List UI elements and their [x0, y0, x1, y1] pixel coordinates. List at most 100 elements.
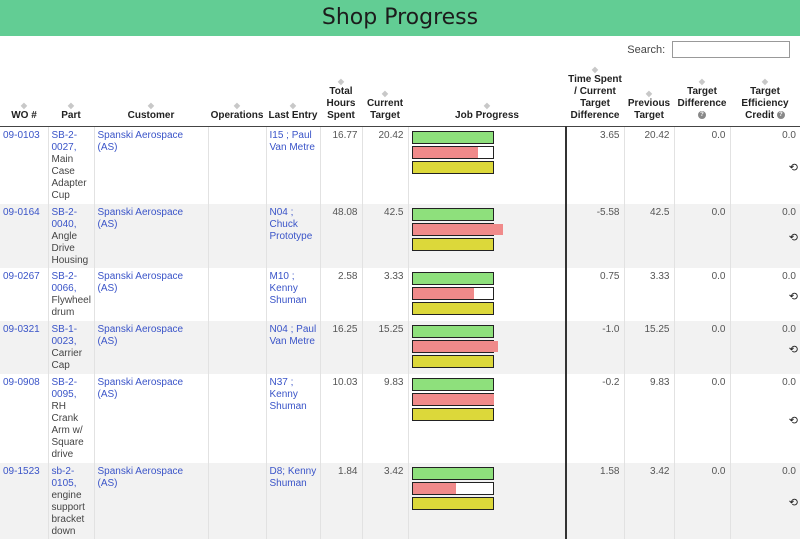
progress-bar-yellow — [411, 302, 494, 315]
current-target-value: 9.83 — [384, 377, 404, 388]
table-row: 09-0164 SB-2-0040, Angle Drive Housing Span… — [0, 204, 800, 268]
sort-arrows-icon: ◆ — [591, 64, 599, 74]
col-header-operations[interactable]: ◆ Operations — [208, 62, 266, 127]
table-row: 09-0103 SB-2-0027, Main Case Adapter Cup Sp… — [0, 126, 800, 204]
part-description: engine support bracket down — [51, 490, 85, 537]
history-icon[interactable]: ⟲ — [788, 291, 798, 303]
search-box: Search: — [627, 41, 790, 59]
part-description: Angle Drive Housing — [51, 231, 89, 266]
progress-bar-green — [411, 467, 494, 480]
time-spent-diff-value: 3.65 — [600, 129, 620, 141]
progress-bar-red — [411, 482, 494, 495]
previous-target-value: 3.42 — [650, 466, 670, 477]
table-body: 09-0103 SB-2-0027, Main Case Adapter Cup Sp… — [0, 126, 800, 539]
target-difference-value: 0.0 — [711, 466, 726, 477]
search-input[interactable] — [672, 41, 790, 58]
wo-link[interactable]: 09-0103 — [3, 129, 40, 141]
target-efficiency-value: 0.0 — [782, 271, 796, 282]
job-progress-bars — [411, 324, 512, 368]
wo-link[interactable]: 09-0908 — [3, 377, 40, 388]
part-number-link[interactable]: SB-2-0095, — [51, 377, 78, 400]
wo-link[interactable]: 09-0164 — [3, 207, 40, 218]
last-entry-link[interactable]: D8; Kenny Shuman — [269, 466, 317, 489]
col-header-target-efficiency[interactable]: ◆ Target Efficiency Credit ? — [730, 62, 800, 127]
time-spent-diff-value: 1.58 — [600, 466, 620, 477]
progress-bar-green — [411, 378, 494, 391]
part-number-link[interactable]: sb-2-0105, — [51, 466, 77, 489]
part-number-link[interactable]: SB-1-0023, — [51, 324, 78, 347]
job-progress-bars — [411, 271, 512, 315]
col-header-total-hours[interactable]: ◆ Total Hours Spent — [320, 62, 362, 127]
page-title: Shop Progress — [0, 0, 800, 36]
sort-arrows-icon: ◆ — [483, 100, 491, 110]
target-difference-value: 0.0 — [711, 377, 726, 388]
history-icon[interactable]: ⟲ — [788, 497, 798, 509]
part-number-link[interactable]: SB-2-0027, — [51, 129, 78, 153]
col-header-last-entry[interactable]: ◆ Last Entry — [266, 62, 320, 127]
target-difference-value: 0.0 — [711, 324, 726, 335]
history-icon[interactable]: ⟲ — [788, 232, 798, 244]
col-header-previous-target[interactable]: ◆ Previous Target — [624, 62, 674, 127]
job-progress-bars — [411, 377, 512, 421]
job-progress-bars — [411, 466, 512, 510]
last-entry-link[interactable]: N04 ; Chuck Prototype — [269, 207, 313, 242]
part-description: Main Case Adapter Cup — [51, 153, 87, 201]
job-progress-bars — [411, 207, 512, 251]
current-target-value: 3.33 — [384, 271, 404, 282]
current-target-value: 20.42 — [378, 129, 404, 141]
part-description: Carrier Cap — [51, 348, 83, 371]
total-hours-value: 16.25 — [332, 324, 358, 335]
history-icon[interactable]: ⟲ — [788, 415, 798, 427]
wo-link[interactable]: 09-0267 — [3, 271, 40, 282]
previous-target-value: 15.25 — [644, 324, 670, 335]
total-hours-value: 16.77 — [332, 129, 358, 141]
progress-bar-green — [411, 272, 494, 285]
time-spent-diff-value: -5.58 — [596, 207, 620, 218]
customer-link[interactable]: Spanski Aerospace (AS) — [97, 324, 184, 347]
last-entry-link[interactable]: I15 ; Paul Van Metre — [269, 129, 315, 153]
progress-bar-green — [411, 208, 494, 221]
history-icon[interactable]: ⟲ — [788, 344, 798, 356]
progress-bar-yellow — [411, 160, 494, 174]
col-header-part[interactable]: ◆ Part — [48, 62, 94, 127]
progress-bar-red — [411, 287, 494, 300]
previous-target-value: 3.33 — [650, 271, 670, 282]
last-entry-link[interactable]: M10 ; Kenny Shuman — [269, 271, 307, 306]
customer-link[interactable]: Spanski Aerospace (AS) — [97, 271, 184, 294]
col-header-current-target[interactable]: ◆ Current Target — [362, 62, 408, 127]
sort-arrows-icon: ◆ — [289, 100, 297, 110]
col-header-customer[interactable]: ◆ Customer — [94, 62, 208, 127]
previous-target-value: 42.5 — [650, 207, 670, 218]
col-header-wo[interactable]: ◆ WO # — [0, 62, 48, 127]
customer-link[interactable]: Spanski Aerospace (AS) — [97, 377, 184, 400]
sort-arrows-icon: ◆ — [761, 76, 769, 86]
wo-link[interactable]: 09-0321 — [3, 324, 40, 335]
time-spent-diff-value: -1.0 — [602, 324, 620, 335]
customer-link[interactable]: Spanski Aerospace (AS) — [97, 207, 184, 230]
target-difference-value: 0.0 — [711, 129, 726, 141]
col-header-target-difference[interactable]: ◆ Target Difference ? — [674, 62, 730, 127]
col-header-job-progress[interactable]: ◆ Job Progress — [408, 62, 566, 127]
customer-link[interactable]: Spanski Aerospace (AS) — [97, 466, 184, 489]
progress-bar-red — [411, 223, 503, 236]
wo-link[interactable]: 09-1523 — [3, 466, 40, 477]
customer-link[interactable]: Spanski Aerospace (AS) — [97, 129, 184, 153]
info-icon[interactable]: ? — [698, 110, 706, 119]
previous-target-value: 20.42 — [644, 129, 670, 141]
target-efficiency-value: 0.0 — [782, 207, 796, 218]
current-target-value: 3.42 — [384, 466, 404, 477]
info-icon[interactable]: ? — [776, 110, 785, 119]
target-efficiency-value: 0.0 — [782, 377, 796, 388]
last-entry-link[interactable]: N04 ; Paul Van Metre — [269, 324, 317, 347]
current-target-value: 15.25 — [378, 324, 404, 335]
table-row: 09-0321 SB-1-0023, Carrier Cap Spanski Aero… — [0, 321, 800, 374]
history-icon[interactable]: ⟲ — [788, 161, 798, 174]
sort-arrows-icon: ◆ — [337, 76, 345, 86]
col-header-time-spent-diff[interactable]: ◆ Time Spent / Current Target Difference — [566, 62, 624, 127]
part-number-link[interactable]: SB-2-0066, — [51, 271, 78, 294]
progress-bar-red — [411, 145, 494, 159]
part-number-link[interactable]: SB-2-0040, — [51, 207, 78, 230]
last-entry-link[interactable]: N37 ; Kenny Shuman — [269, 377, 307, 412]
progress-bar-yellow — [411, 238, 494, 251]
total-hours-value: 1.84 — [338, 466, 358, 477]
